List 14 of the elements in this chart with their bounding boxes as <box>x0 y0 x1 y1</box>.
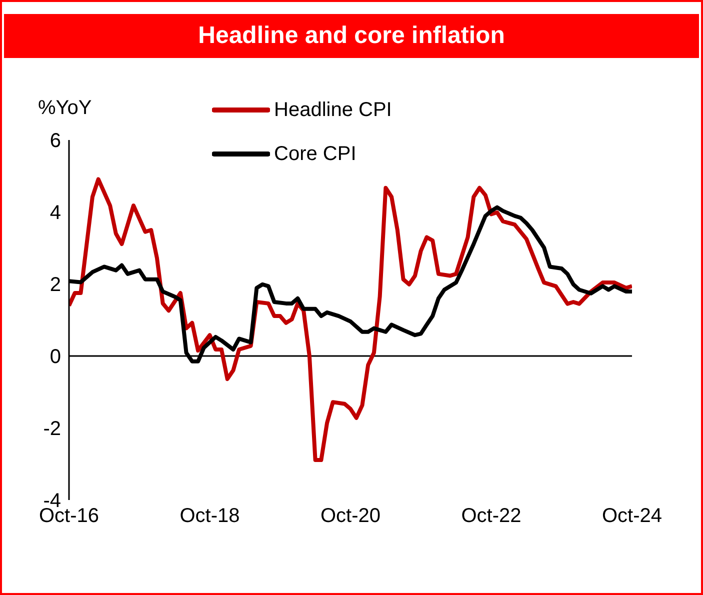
y-axis-title: %YoY <box>38 97 92 119</box>
chart-title: Headline and core inflation <box>4 14 699 58</box>
x-tick-label: Oct-24 <box>602 505 662 528</box>
legend-label: Headline CPI <box>274 98 392 122</box>
y-tick-label: -2 <box>43 418 61 440</box>
legend-label: Core CPI <box>274 142 356 166</box>
line-series <box>69 177 632 462</box>
x-tick-label: Oct-18 <box>180 505 240 528</box>
y-tick-label: 6 <box>50 130 61 152</box>
x-tick-label: Oct-22 <box>461 505 522 528</box>
y-tick-label: 2 <box>50 274 61 296</box>
y-tick-label: 4 <box>50 202 61 224</box>
y-tick-label: 0 <box>50 346 61 368</box>
x-tick-label: Oct-20 <box>320 505 381 528</box>
